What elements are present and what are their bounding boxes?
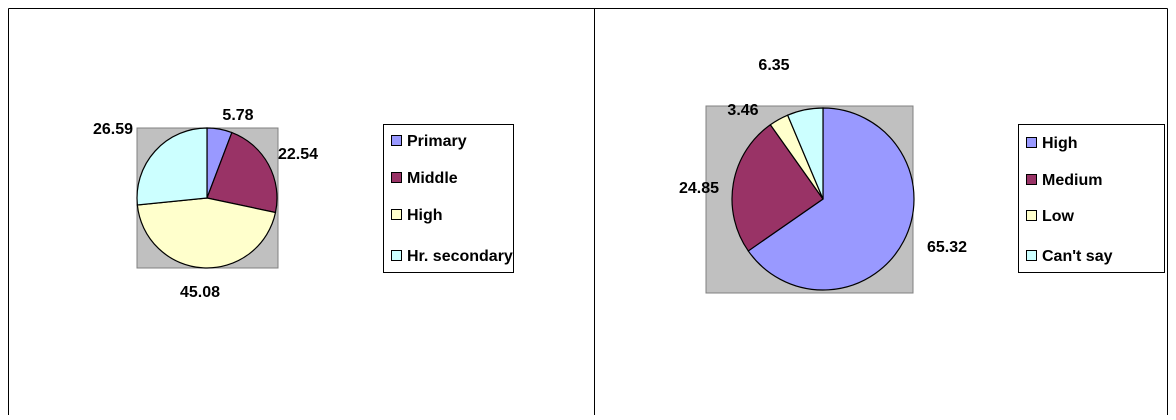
pie-slice	[136, 127, 208, 206]
pie-slice	[136, 197, 277, 269]
data-label: 6.35	[758, 57, 789, 74]
legend-label: Low	[1042, 208, 1075, 225]
legend-box	[1018, 124, 1165, 273]
legend-label: Medium	[1042, 172, 1102, 189]
legend-swatch	[391, 250, 402, 261]
legend-box	[383, 124, 514, 273]
pie-slice	[731, 123, 824, 252]
data-label: 65.32	[927, 239, 967, 256]
legend-swatch	[391, 135, 402, 146]
pie-slice	[747, 107, 915, 291]
legend-swatch	[1026, 137, 1037, 148]
data-label: 45.08	[180, 284, 220, 301]
legend-swatch	[391, 209, 402, 220]
data-label: 22.54	[278, 146, 318, 163]
data-label: 3.46	[727, 102, 758, 119]
legend-swatch	[1026, 250, 1037, 261]
legend-label: Middle	[407, 170, 458, 187]
legend-label: Can't say	[1042, 248, 1113, 265]
legend-swatch	[1026, 210, 1037, 221]
data-label: 24.85	[679, 180, 719, 197]
data-label: 26.59	[93, 121, 133, 138]
legend-swatch	[391, 172, 402, 183]
data-label: 5.78	[222, 107, 253, 124]
pie-slice	[786, 107, 824, 200]
legend-label: Hr. secondary	[407, 248, 513, 265]
pie-slice	[206, 131, 278, 214]
legend-swatch	[1026, 174, 1037, 185]
legend-label: High	[1042, 135, 1078, 152]
legend-label: Primary	[407, 133, 467, 150]
legend-label: High	[407, 207, 443, 224]
